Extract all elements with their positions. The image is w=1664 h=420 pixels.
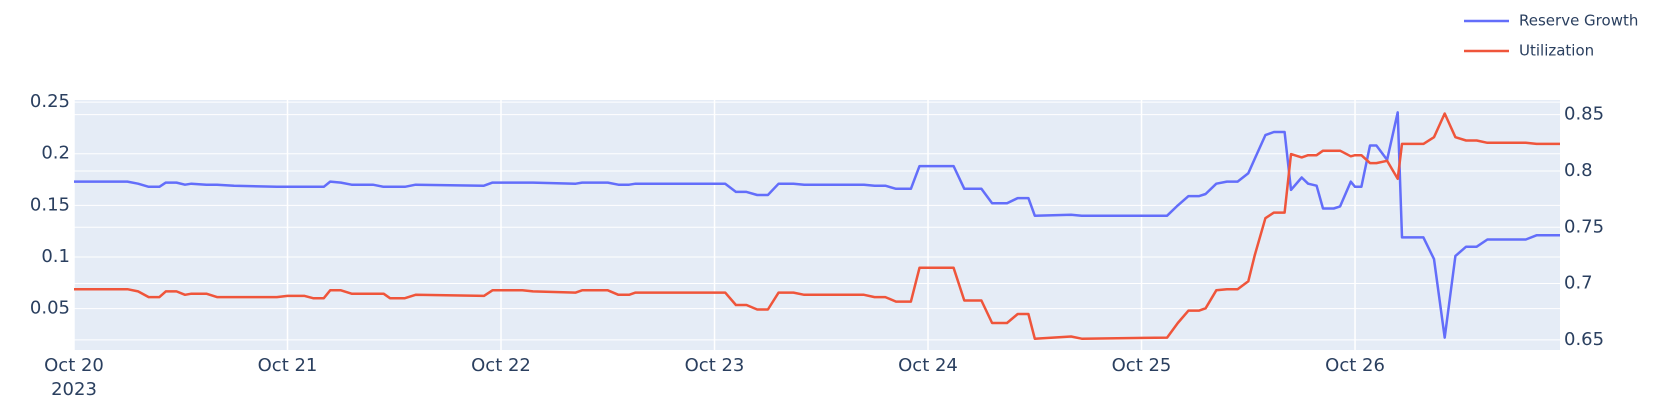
y-tick-label: 0.1: [41, 246, 70, 267]
legend-label: Utilization: [1519, 42, 1594, 60]
series-line: [74, 112, 1560, 340]
series-line: [74, 111, 1560, 339]
y2-tick-label: 0.65: [1564, 329, 1604, 350]
y-tick-label: 0.2: [41, 143, 70, 164]
y2-tick-label: 0.8: [1564, 160, 1593, 181]
plot-background: [74, 100, 1560, 350]
x-tick-label: Oct 20: [44, 355, 104, 376]
y-tick-label: 0.25: [30, 91, 70, 112]
x-year-label: 2023: [51, 379, 97, 400]
y2-tick-label: 0.7: [1564, 273, 1593, 294]
x-tick-label: Oct 21: [258, 355, 318, 376]
x-tick-label: Oct 25: [1112, 355, 1172, 376]
x-tick-label: Oct 26: [1325, 355, 1385, 376]
x-tick-label: Oct 24: [898, 355, 958, 376]
x-tick-label: Oct 22: [471, 355, 531, 376]
y-tick-label: 0.15: [30, 194, 70, 215]
x-tick-label: Oct 23: [685, 355, 745, 376]
y2-tick-label: 0.75: [1564, 216, 1604, 237]
y-tick-label: 0.05: [30, 298, 70, 319]
legend-label: Reserve Growth: [1519, 12, 1638, 30]
y2-tick-label: 0.85: [1564, 104, 1604, 125]
